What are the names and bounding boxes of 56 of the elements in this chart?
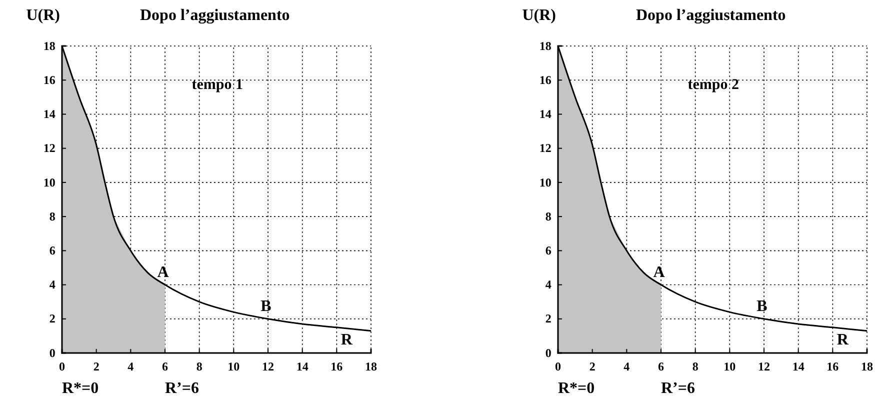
chart-title: Dopo l’aggiustamento xyxy=(140,7,290,24)
y-tick-label: 12 xyxy=(539,141,552,156)
x-tick-label: 18 xyxy=(365,359,377,374)
y-tick-label: 2 xyxy=(545,312,552,326)
x-tick-label: 12 xyxy=(758,359,770,374)
chart-title: Dopo l’aggiustamento xyxy=(636,7,786,24)
annotation: tempo 2 xyxy=(688,76,740,93)
x-tick-label: 6 xyxy=(162,359,168,374)
annotation: R xyxy=(836,331,849,348)
x-tick-label: 6 xyxy=(658,359,664,374)
annotation: A xyxy=(157,264,170,281)
y-tick-label: 0 xyxy=(545,346,552,360)
y-tick-label: 0 xyxy=(49,346,56,360)
x-tick-label: 0 xyxy=(59,359,65,374)
y-tick-label: 18 xyxy=(43,38,56,53)
y-tick-label: 8 xyxy=(545,209,552,224)
x-tick-label: 10 xyxy=(724,359,736,374)
y-tick-label: 16 xyxy=(539,72,552,87)
annotation: tempo 1 xyxy=(192,76,244,93)
x-tick-label: 16 xyxy=(826,359,839,374)
annotation: R’=6 xyxy=(165,380,199,397)
annotation: R’=6 xyxy=(661,380,695,397)
y-tick-label: 18 xyxy=(539,38,552,53)
x-tick-label: 10 xyxy=(228,359,240,374)
x-tick-label: 2 xyxy=(589,359,596,374)
y-axis-title: U(R) xyxy=(522,7,556,24)
x-tick-label: 16 xyxy=(330,359,343,374)
x-tick-label: 18 xyxy=(861,359,873,374)
x-tick-label: 2 xyxy=(93,359,100,374)
y-tick-label: 6 xyxy=(545,244,552,258)
y-tick-label: 6 xyxy=(49,244,56,258)
annotation: R*=0 xyxy=(558,380,595,397)
x-tick-label: 4 xyxy=(128,359,134,374)
annotation: R*=0 xyxy=(62,380,99,397)
annotation: R xyxy=(340,331,353,348)
x-tick-label: 14 xyxy=(296,359,308,374)
x-tick-label: 12 xyxy=(262,359,274,374)
annotation: A xyxy=(653,264,666,281)
y-tick-label: 10 xyxy=(539,175,552,190)
x-tick-label: 14 xyxy=(792,359,804,374)
y-axis-title: U(R) xyxy=(26,7,60,24)
x-tick-label: 4 xyxy=(624,359,630,374)
y-tick-label: 16 xyxy=(43,72,56,87)
y-tick-label: 4 xyxy=(545,278,552,292)
annotation: B xyxy=(260,298,272,315)
y-tick-label: 4 xyxy=(49,278,56,292)
y-tick-label: 10 xyxy=(43,175,56,190)
x-tick-label: 8 xyxy=(692,359,698,374)
x-tick-label: 8 xyxy=(196,359,202,374)
y-tick-label: 8 xyxy=(49,209,56,224)
y-tick-label: 14 xyxy=(43,107,56,122)
y-tick-label: 12 xyxy=(43,141,56,156)
y-tick-label: 14 xyxy=(539,107,552,122)
y-tick-label: 2 xyxy=(49,312,56,326)
x-tick-label: 0 xyxy=(555,359,561,374)
annotation: B xyxy=(756,298,768,315)
